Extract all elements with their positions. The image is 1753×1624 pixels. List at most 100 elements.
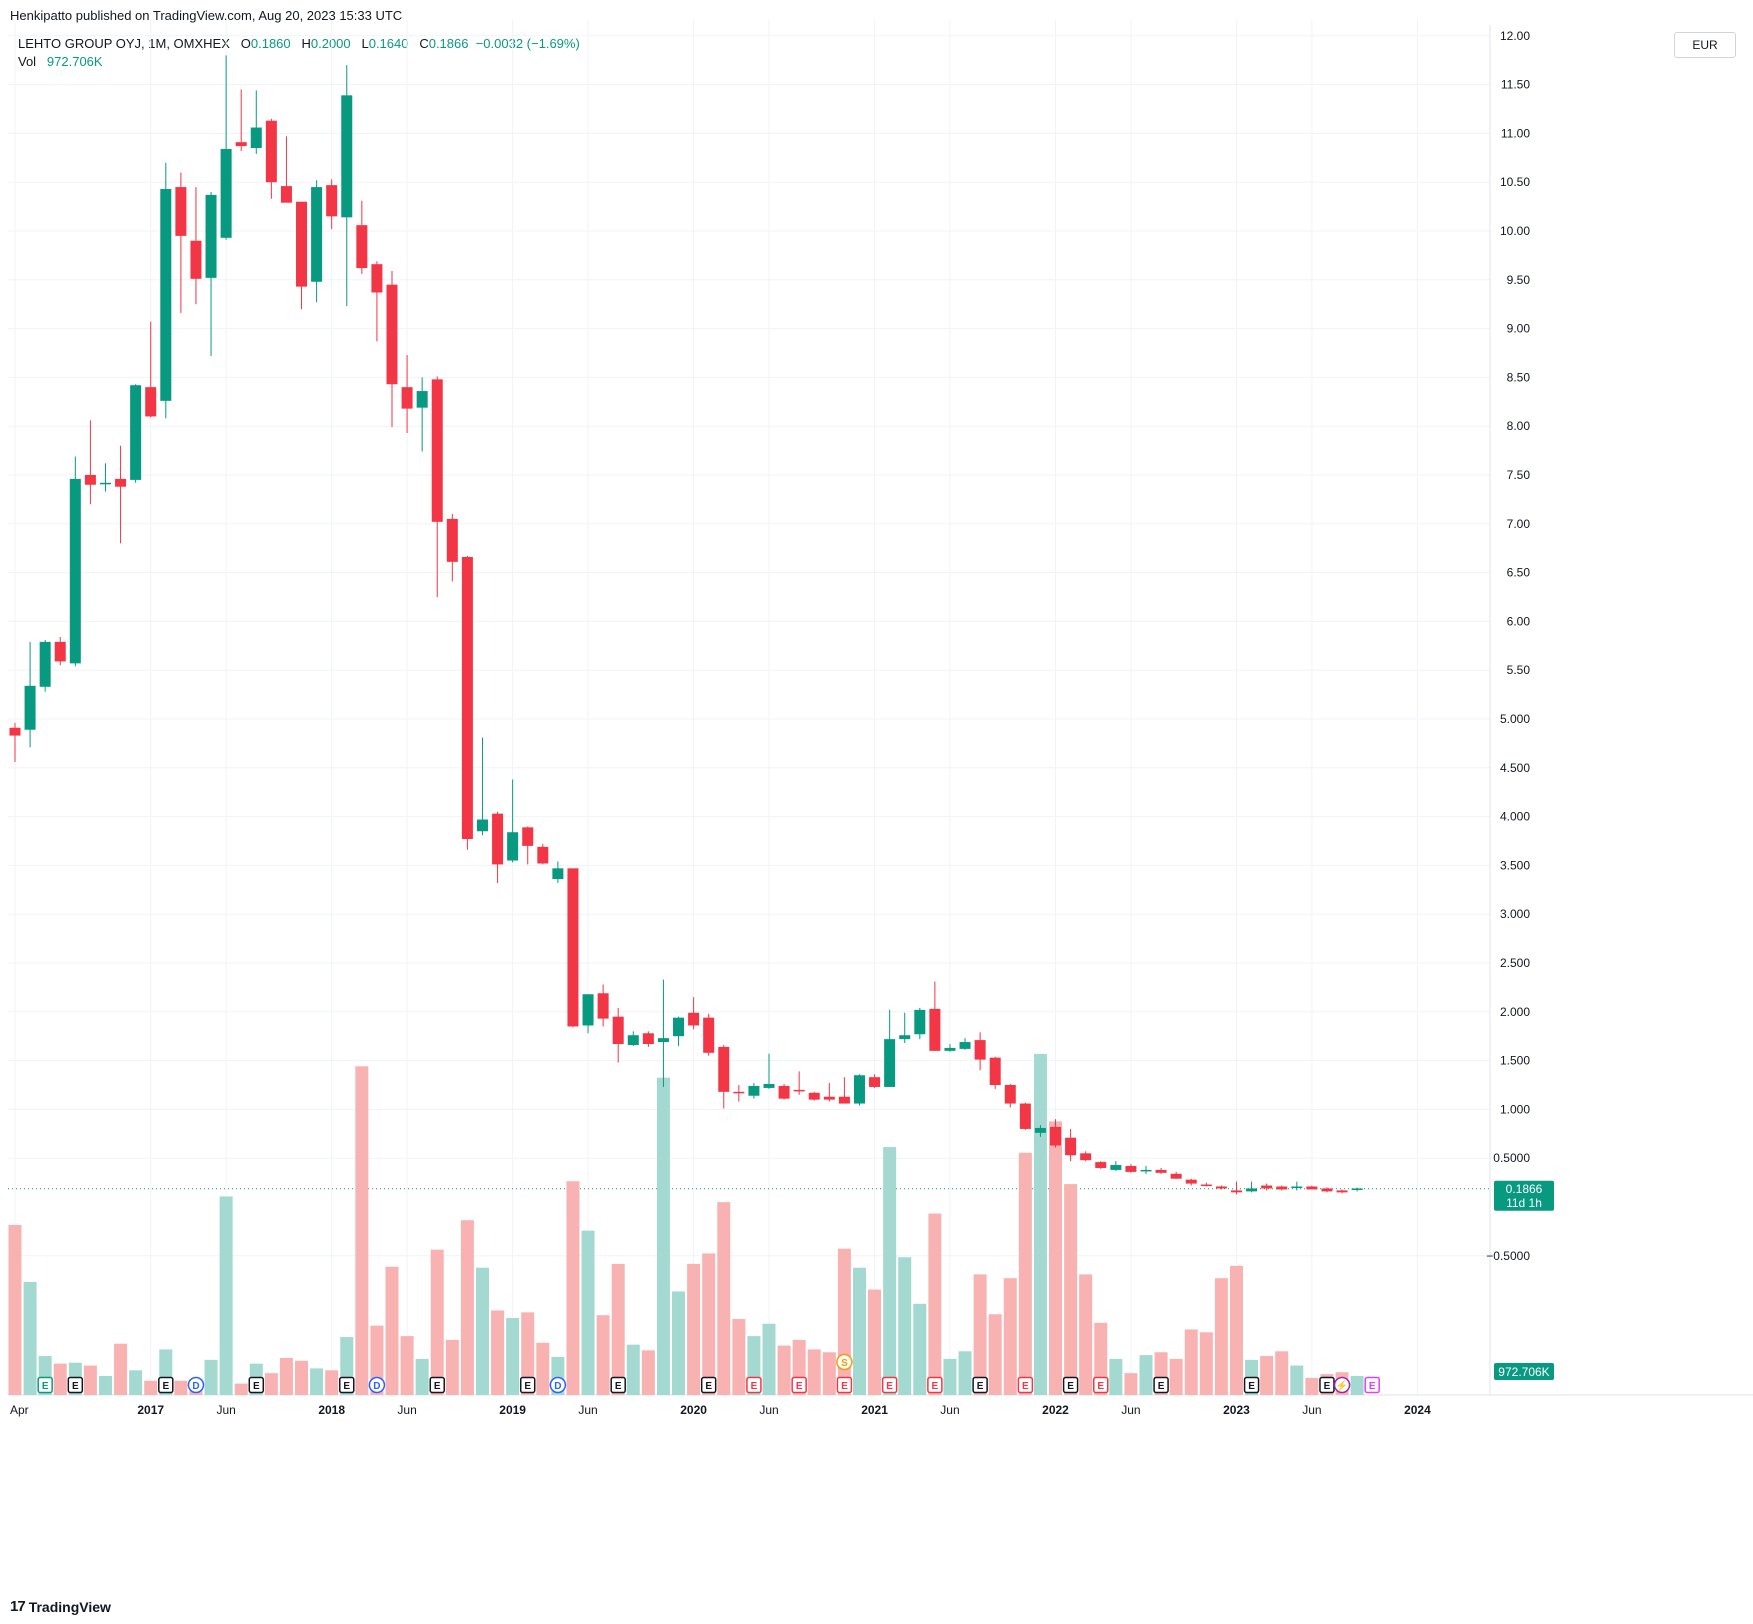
candle-body	[145, 387, 157, 417]
dividend-marker: D	[549, 1376, 567, 1394]
candle-body	[808, 1092, 820, 1100]
candle-body	[673, 1017, 685, 1037]
event-label: E	[1369, 1381, 1376, 1392]
volume-bar	[566, 1181, 580, 1395]
change-value: −0.0032 (−1.69%)	[475, 36, 580, 51]
volume-bar	[400, 1336, 414, 1395]
news-marker: ⚡	[1333, 1376, 1351, 1394]
volume-bar	[898, 1257, 912, 1395]
volume-bar	[762, 1323, 776, 1395]
candle-body	[718, 1046, 730, 1092]
x-tick-label: Jun	[759, 1403, 778, 1417]
candle-body	[326, 185, 338, 217]
event-label: E	[1158, 1381, 1165, 1392]
volume-bar	[1350, 1376, 1364, 1395]
candle-body	[944, 1047, 956, 1051]
candle-body	[1095, 1162, 1107, 1168]
volume-bar	[732, 1319, 746, 1395]
candle-body	[265, 120, 277, 183]
candle-body	[989, 1057, 1001, 1085]
event-label: E	[932, 1381, 939, 1392]
x-tick-label: 2024	[1404, 1403, 1431, 1417]
x-axis: Apr 2017 Jun 2018 Jun 2019 Jun 2020 Jun 2021 Jun 20…	[10, 1403, 1431, 1417]
candle-body	[130, 385, 142, 480]
volume-bar	[807, 1349, 821, 1395]
candle-body	[582, 994, 594, 1026]
volume-bar	[536, 1342, 550, 1395]
candle-body	[250, 127, 262, 149]
volume-bar	[8, 1224, 22, 1395]
volume-bar	[1109, 1358, 1123, 1395]
candle-body	[416, 391, 428, 408]
candle-body	[492, 813, 504, 865]
volume-bar	[687, 1263, 701, 1395]
footer-brand[interactable]: 17 TradingView	[10, 1598, 111, 1615]
candle-body	[1351, 1188, 1363, 1190]
candle-body	[1215, 1186, 1227, 1189]
candle-body	[175, 187, 187, 236]
high-label: H	[301, 36, 311, 51]
y-tick-label: 6.50	[1507, 566, 1531, 580]
x-tick-label: 2020	[680, 1403, 707, 1417]
candle-body	[1050, 1126, 1062, 1146]
volume-bar	[988, 1314, 1002, 1395]
y-tick-label: 8.00	[1507, 419, 1531, 433]
volume-bar	[928, 1213, 942, 1395]
high-value: 0.2000	[310, 36, 351, 51]
x-tick-label: 2018	[318, 1403, 345, 1417]
event-label: E	[1324, 1381, 1331, 1392]
currency-selector[interactable]: EUR	[1674, 32, 1736, 58]
earnings-marker: E	[1153, 1376, 1169, 1394]
candle-body	[401, 387, 413, 409]
candle-body	[959, 1042, 971, 1049]
open-label: O	[240, 36, 251, 51]
earnings-marker: E	[1319, 1376, 1335, 1394]
bar-countdown: 11d 1h	[1506, 1196, 1542, 1210]
tradingview-logo-icon: 17	[10, 1598, 26, 1615]
candle-body	[552, 868, 564, 880]
candle-body	[1004, 1085, 1016, 1104]
y-tick-label: 0.5000	[1493, 1151, 1530, 1165]
publish-info: Henkipatto published on TradingView.com,…	[10, 8, 403, 23]
earnings-marker: E	[700, 1376, 717, 1394]
volume-bar	[1229, 1265, 1243, 1395]
volume-bar	[641, 1350, 655, 1395]
volume-value: 972.706K	[46, 54, 103, 69]
x-tick-label: Apr	[10, 1403, 29, 1417]
y-tick-label: 11.00	[1501, 126, 1530, 140]
earnings-marker: E	[881, 1376, 898, 1394]
price-chart[interactable]: E E E D E E D E E D E E E E S E E E E E E E E E E ⚡ E Apr 2017 Jun 20…	[0, 0, 1753, 1590]
candle-body	[1140, 1169, 1152, 1172]
candle-body	[205, 194, 217, 278]
volume-bar	[672, 1291, 686, 1395]
candle-body	[461, 556, 473, 840]
volume-bar	[1214, 1278, 1228, 1395]
event-label: E	[72, 1381, 79, 1392]
volume-bar	[656, 1077, 670, 1395]
volume-bar	[581, 1230, 595, 1395]
volume-bar	[53, 1363, 67, 1395]
candle-body	[280, 186, 292, 203]
volume-label[interactable]: Vol	[18, 54, 37, 69]
x-tick-label: 2023	[1223, 1403, 1250, 1417]
candle-body	[1230, 1190, 1242, 1193]
earnings-marker: E	[927, 1376, 943, 1394]
event-label: E	[1067, 1381, 1074, 1392]
y-tick-label: 3.000	[1500, 907, 1530, 921]
symbol-title[interactable]: LEHTO GROUP OYJ, 1M, OMXHEX	[18, 36, 230, 51]
candle-body	[929, 1008, 941, 1051]
candle-body	[793, 1089, 805, 1092]
legend: LEHTO GROUP OYJ, 1M, OMXHEX O0.1860 H0.2…	[18, 35, 580, 71]
volume-bar	[1199, 1332, 1213, 1395]
last-volume-value: 972.706K	[1498, 1365, 1549, 1379]
event-label: E	[434, 1381, 441, 1392]
volume-bar	[1124, 1373, 1138, 1395]
volume-bar	[1064, 1184, 1078, 1395]
x-tick-label: 2019	[499, 1403, 526, 1417]
event-label: E	[162, 1381, 169, 1392]
earnings-marker: E	[37, 1376, 53, 1394]
candle-body	[1110, 1165, 1122, 1170]
volume-bar	[23, 1281, 37, 1395]
y-tick-label: −0.5000	[1486, 1249, 1530, 1263]
